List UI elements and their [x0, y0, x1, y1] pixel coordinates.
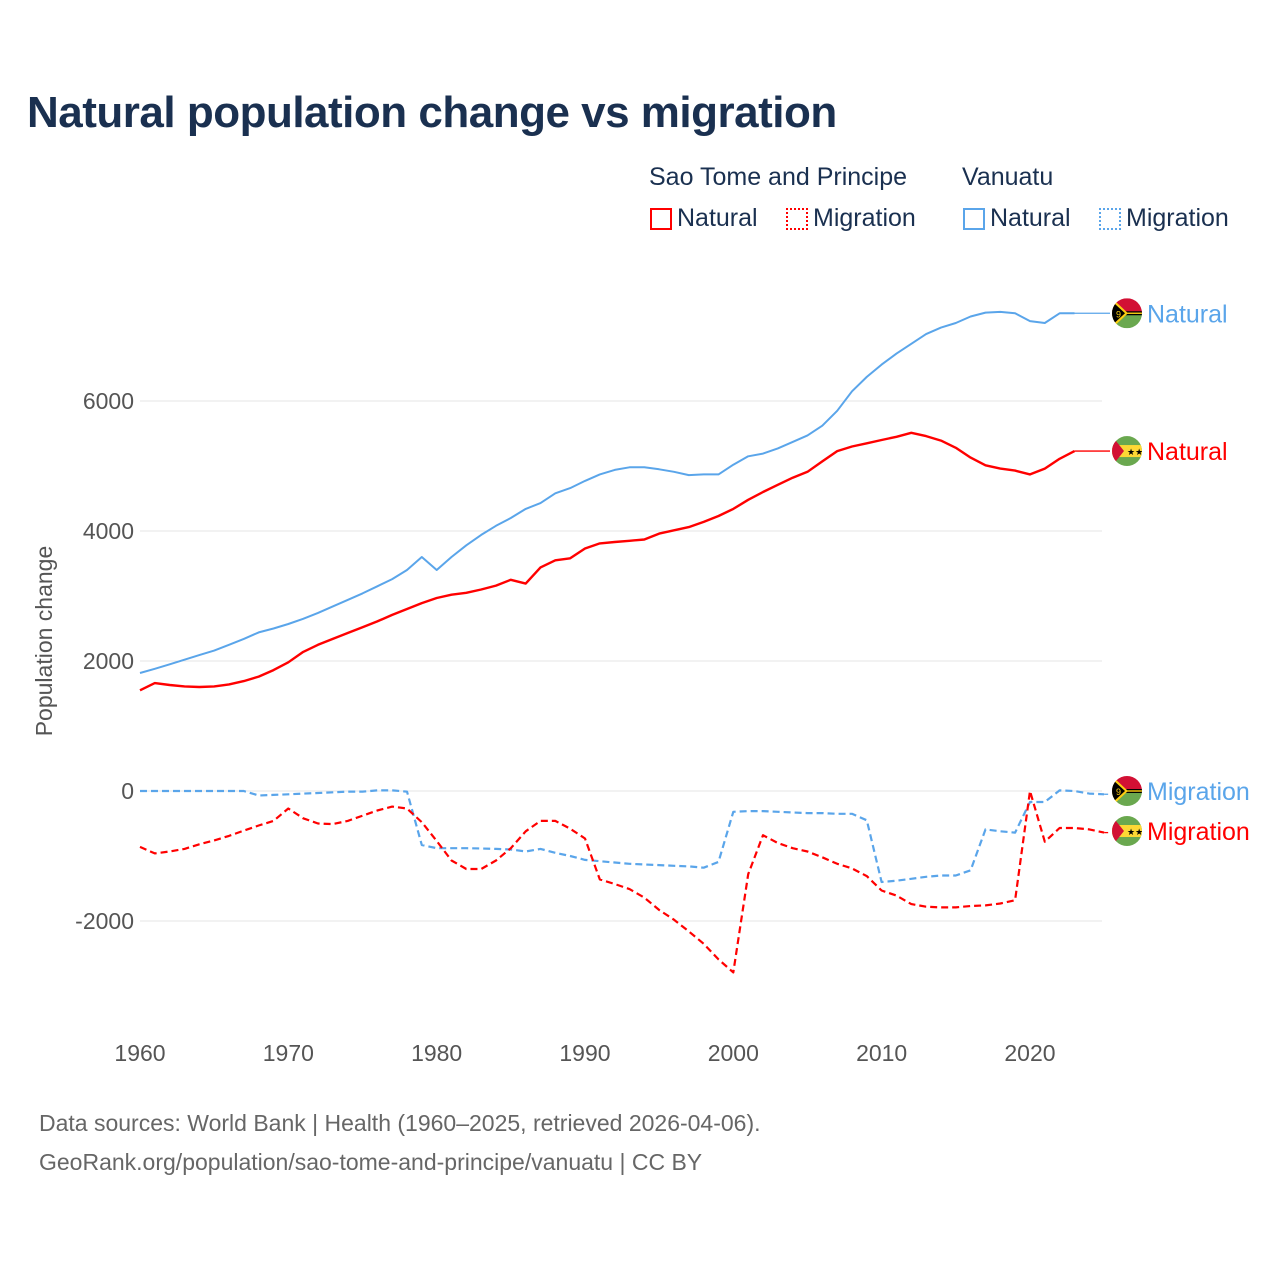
series-end-label: Natural [1147, 300, 1228, 328]
footer-url[interactable]: GeoRank.org/population/sao-tome-and-prin… [39, 1149, 703, 1175]
legend-swatch-solid-blue [963, 207, 985, 230]
sao-tome-flag-icon [1112, 436, 1143, 466]
vanuatu-flag-icon [1112, 298, 1142, 328]
y-tick-label: 4000 [83, 518, 134, 544]
legend-group-sao-tome: Sao Tome and Principe [649, 163, 908, 191]
x-tick-label: 2010 [856, 1040, 907, 1066]
vanuatu-flag-icon [1112, 776, 1142, 806]
legend-vanuatu-migration[interactable]: Migration [1099, 204, 1229, 233]
x-tick-label: 1970 [263, 1040, 314, 1066]
chart-plot: 9 ★★ 6000400020000-200019601970198019902… [31, 0, 1250, 1066]
y-tick-label: -2000 [75, 908, 134, 934]
legend-label: Migration [813, 204, 916, 232]
series-end-label: Natural [1147, 438, 1228, 466]
series-line-vanuatu-natural [139, 310, 1075, 674]
footer-sources: Data sources: World Bank | Health (1960–… [39, 1110, 761, 1136]
series-end-label: Migration [1147, 818, 1250, 846]
x-tick-label: 1960 [114, 1040, 165, 1066]
legend-label: Natural [677, 204, 758, 232]
sao-tome-flag-icon [1112, 816, 1143, 846]
legend-vanuatu-natural[interactable]: Natural [963, 204, 1071, 233]
legend-swatch-dotted-red [786, 207, 808, 230]
series-end-label: Migration [1147, 778, 1250, 806]
y-tick-label: 2000 [83, 648, 134, 674]
legend-label: Migration [1126, 204, 1229, 232]
series-line-sao-tome-and-principe-migration [139, 789, 1105, 974]
x-tick-label: 2020 [1004, 1040, 1055, 1066]
x-tick-label: 2000 [708, 1040, 759, 1066]
legend-swatch-solid-red [650, 207, 672, 230]
y-tick-label: 0 [121, 778, 134, 804]
series-line-vanuatu-migration [140, 789, 1105, 884]
chart-title: Natural population change vs migration [27, 88, 837, 137]
legend-swatch-dotted-blue [1099, 207, 1121, 230]
legend-stp-migration[interactable]: Migration [786, 204, 916, 233]
legend-group-vanuatu: Vanuatu [962, 163, 1054, 191]
y-tick-label: 6000 [83, 388, 134, 414]
x-tick-label: 1980 [411, 1040, 462, 1066]
legend-stp-natural[interactable]: Natural [650, 204, 758, 233]
y-axis-label: Population change [31, 546, 57, 737]
series-line-sao-tome-and-principe-natural [139, 431, 1076, 692]
x-tick-label: 1990 [559, 1040, 610, 1066]
legend-label: Natural [990, 204, 1071, 232]
